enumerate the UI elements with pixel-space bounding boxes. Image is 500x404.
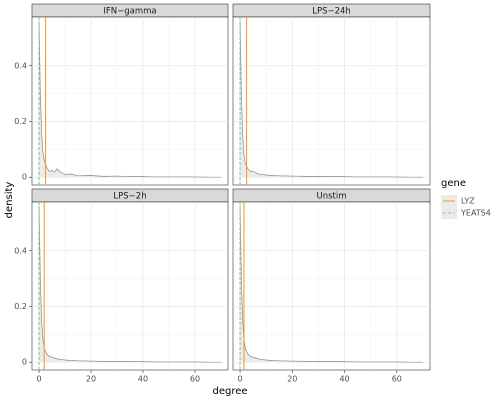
legend-title: gene	[441, 178, 466, 189]
x-tick-label: 20	[287, 375, 297, 384]
panel	[232, 201, 431, 371]
panel	[232, 16, 431, 186]
y-tick-label: 0.4	[14, 246, 27, 255]
y-tick-label: 0.2	[14, 117, 27, 126]
x-tick-label: 0	[238, 375, 243, 384]
strip-label: Unstim	[316, 192, 346, 202]
panel	[31, 201, 229, 371]
x-axis-label: degree	[212, 386, 247, 397]
density-line	[38, 21, 221, 178]
y-tick-label: 0	[22, 173, 27, 182]
x-tick-label: 20	[86, 375, 96, 384]
x-tick-label: 40	[339, 375, 349, 384]
x-tick-label: 60	[190, 375, 200, 384]
y-tick-label: 0	[22, 358, 27, 367]
strip-label: LPS−2h	[113, 192, 146, 202]
y-tick-label: 0.2	[14, 302, 27, 311]
x-tick-label: 0	[36, 375, 41, 384]
x-tick-label: 60	[392, 375, 402, 384]
strip-label: LPS−24h	[312, 7, 351, 17]
x-tick-label: 40	[138, 375, 148, 384]
panel	[31, 16, 229, 186]
y-axis-label: density	[4, 182, 15, 219]
legend-label: LYZ	[461, 197, 475, 206]
y-tick-label: 0.4	[14, 61, 27, 70]
strip-label: IFN−gamma	[103, 7, 156, 17]
legend-label: YEATS4	[460, 209, 491, 218]
density-line	[239, 206, 423, 363]
density-line	[239, 21, 423, 178]
